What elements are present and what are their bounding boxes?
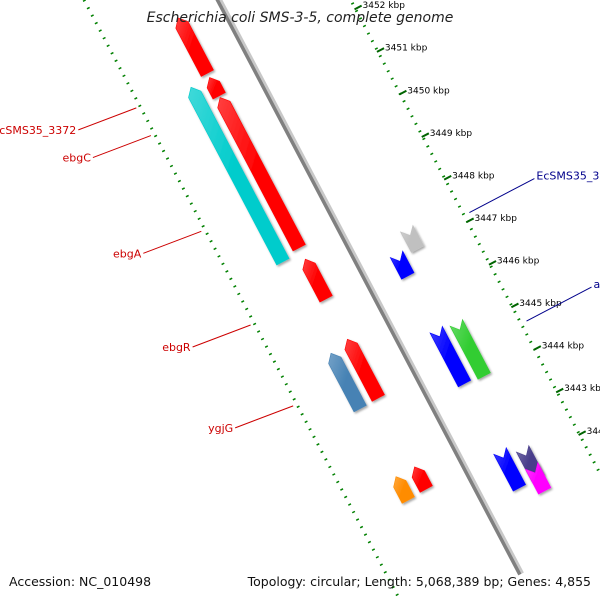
gene-label-leader: [469, 178, 535, 213]
tick-mark: [510, 302, 519, 309]
backbone-shadow: [219, 0, 524, 574]
reverse-gene-arrow: [302, 258, 333, 303]
forward-gene-arrow: [524, 461, 552, 495]
reverse-gene-arrow: [328, 352, 367, 413]
gene-label: ebgC: [62, 152, 91, 165]
reverse-gene-arrow: [188, 86, 290, 266]
tick-label: 3444 kbp: [542, 342, 585, 352]
tick-mark: [376, 47, 385, 53]
gene-label-leader: [92, 135, 152, 159]
tick-mark: [555, 387, 564, 394]
genome-backbone: [215, 0, 522, 576]
tick-mark: [398, 89, 407, 96]
gene-label-leader: [192, 324, 251, 348]
tick-label: 3450 kbp: [407, 86, 450, 96]
gene-label-leader: [78, 107, 137, 131]
tick-label: 3445 kbp: [519, 299, 562, 309]
gene-label: ebgR: [162, 341, 191, 354]
forward-gene-arrow: [399, 224, 425, 253]
tick-label: 3452 kbp: [363, 1, 406, 11]
reverse-gene-arrow: [217, 97, 306, 252]
tick-label: 3442 kbp: [587, 427, 600, 437]
map-title: Escherichia coli SMS-3-5, complete genom…: [146, 10, 454, 26]
tick-label: 3446 kbp: [497, 257, 540, 267]
reverse-gene-arrow: [344, 338, 385, 402]
gene-label-leader: [234, 405, 294, 429]
tick-mark: [354, 4, 363, 11]
reverse-gene-arrow: [175, 17, 214, 77]
tick-mark: [443, 174, 452, 181]
tick-label: 3449 kbp: [430, 129, 473, 139]
gene-label-leader: [143, 230, 202, 254]
forward-gene-arrow: [493, 446, 527, 492]
tick-mark: [488, 260, 497, 266]
gene-label: EcSMS35_3372: [0, 124, 76, 137]
gene-label: aer: [594, 278, 600, 291]
reverse-gene-arrow: [411, 466, 433, 493]
forward-gene-arrow: [429, 325, 472, 388]
tick-mark: [578, 430, 587, 436]
gene-label: ebgA: [113, 247, 142, 260]
tick-label: 3451 kbp: [385, 44, 428, 54]
tick-label: 3447 kbp: [475, 214, 518, 224]
left-dotted-guide: [82, 0, 402, 600]
gene-label-leader: [526, 286, 592, 322]
tick-label: 3448 kbp: [452, 171, 495, 181]
forward-gene-arrow: [449, 318, 491, 380]
tick-mark: [466, 217, 475, 224]
forward-gene-arrow: [389, 250, 415, 280]
right-dotted-guide: [349, 0, 600, 477]
reverse-gene-arrow: [206, 77, 226, 100]
tick-label: 3443 kbp: [564, 384, 600, 394]
gene-label: EcSMS35_3368: [536, 170, 600, 183]
reverse-gene-arrow: [393, 476, 415, 504]
tick-mark: [533, 345, 542, 351]
tick-mark: [421, 132, 430, 138]
accession-label: Accession: NC_010498: [9, 574, 152, 589]
genome-summary: Topology: circular; Length: 5,068,389 bp…: [247, 574, 591, 589]
gene-label: ygjG: [208, 422, 233, 435]
